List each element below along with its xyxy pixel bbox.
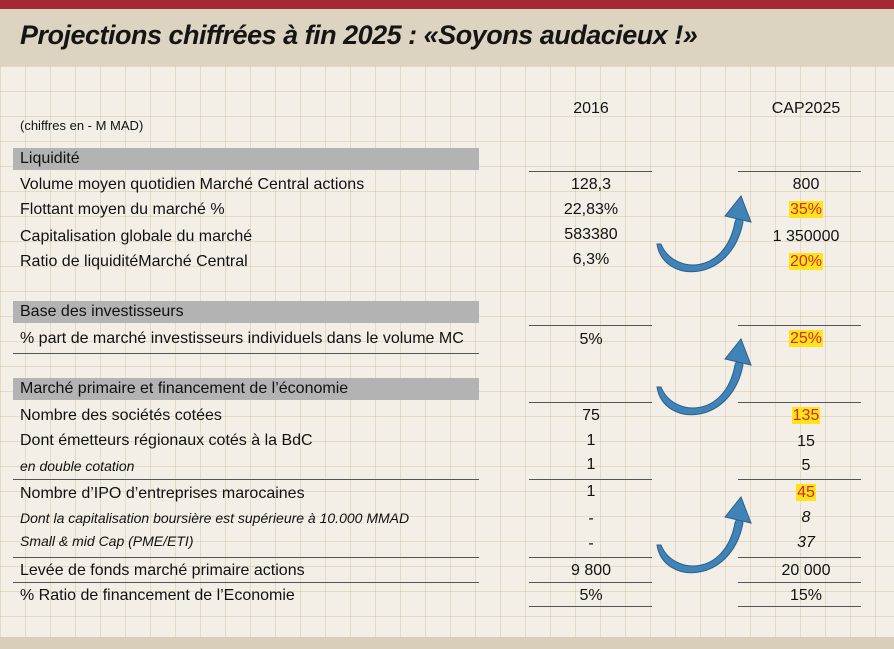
growth-arrow-icon: [656, 338, 752, 416]
value-2016: 22,83%: [563, 201, 619, 218]
rule: [738, 557, 861, 558]
rule: [13, 557, 479, 558]
rule: [13, 479, 479, 480]
rule: [738, 171, 861, 172]
value-2016: 5%: [579, 587, 603, 604]
rule: [738, 402, 861, 403]
row-label-sub: Dont la capitalisation boursière est sup…: [20, 510, 410, 526]
row-label: Flottant moyen du marché %: [20, 201, 225, 218]
value-2025: 15%: [789, 587, 823, 604]
value-2016: 1: [586, 432, 596, 449]
rule: [738, 582, 861, 583]
row-label: Dont émetteurs régionaux cotés à la BdC: [20, 432, 313, 449]
row-label: Ratio de liquiditéMarché Central: [20, 253, 248, 270]
section-liquidite: Liquidité: [13, 148, 479, 170]
highlighted-value: 45: [796, 484, 816, 501]
row-label: Volume moyen quotidien Marché Central ac…: [20, 176, 365, 193]
value-2025-highlight: 20%: [736, 253, 876, 271]
value-2025: 20 000: [781, 562, 831, 579]
rule: [738, 606, 861, 607]
row-label: % Ratio de financement de l’Economie: [20, 587, 295, 604]
highlighted-value: 25%: [788, 330, 824, 347]
rule: [738, 479, 861, 480]
rule: [529, 479, 652, 480]
column-header-2016: 2016: [573, 100, 609, 117]
highlighted-value: 20%: [788, 253, 824, 270]
section-investisseurs: Base des investisseurs: [13, 301, 479, 323]
value-2025: 5: [801, 457, 811, 474]
value-2025: 1 350000: [772, 228, 840, 245]
value-2025-highlight: 35%: [736, 201, 876, 219]
rule: [13, 353, 479, 354]
value-2016: 6,3%: [572, 251, 610, 268]
units-note: (chiffres en - M MAD): [20, 118, 144, 133]
growth-arrow-icon: [656, 496, 752, 574]
value-2025: 37: [797, 534, 815, 551]
value-2016: 5%: [579, 331, 603, 348]
rule: [529, 325, 652, 326]
rule: [529, 582, 652, 583]
row-label: Levée de fonds marché primaire actions: [20, 562, 305, 579]
page-title: Projections chiffrées à fin 2025 : «Soyo…: [20, 20, 698, 50]
row-label-sub: en double cotation: [20, 458, 135, 474]
value-2025: 8: [801, 509, 811, 526]
row-label: % part de marché investisseurs individue…: [20, 330, 464, 347]
top-accent-bar: [0, 0, 894, 9]
row-label: Nombre des sociétés cotées: [20, 407, 222, 424]
highlighted-value: 35%: [788, 201, 824, 218]
value-2016: 583380: [564, 226, 618, 243]
row-label-sub: Small & mid Cap (PME/ETI): [20, 533, 194, 549]
value-2016: 1: [586, 483, 596, 500]
column-header-cap2025: CAP2025: [771, 100, 841, 117]
value-2016: 9 800: [570, 562, 612, 579]
rule: [529, 606, 652, 607]
value-2016: 75: [582, 407, 600, 424]
bottom-band: [0, 637, 894, 649]
value-2016: 128,3: [570, 176, 612, 193]
section-marche-primaire: Marché primaire et financement de l’écon…: [13, 378, 479, 400]
value-2016: -: [588, 510, 594, 527]
row-label: Capitalisation globale du marché: [20, 228, 253, 245]
value-2025: 800: [792, 176, 820, 193]
rule: [529, 557, 652, 558]
value-2025-highlight: 25%: [736, 330, 876, 348]
value-2016: -: [588, 535, 594, 552]
rule: [529, 402, 652, 403]
value-2025: 15: [797, 433, 815, 450]
value-2025-highlight: 45: [736, 484, 876, 502]
rule: [529, 171, 652, 172]
growth-arrow-icon: [656, 195, 752, 273]
rule: [13, 582, 479, 583]
title-band: [0, 9, 894, 66]
value-2025-highlight: 135: [736, 407, 876, 425]
value-2016: 1: [586, 456, 596, 473]
row-label: Nombre d’IPO d’entreprises marocaines: [20, 485, 305, 502]
rule: [738, 325, 861, 326]
highlighted-value: 135: [791, 407, 821, 424]
